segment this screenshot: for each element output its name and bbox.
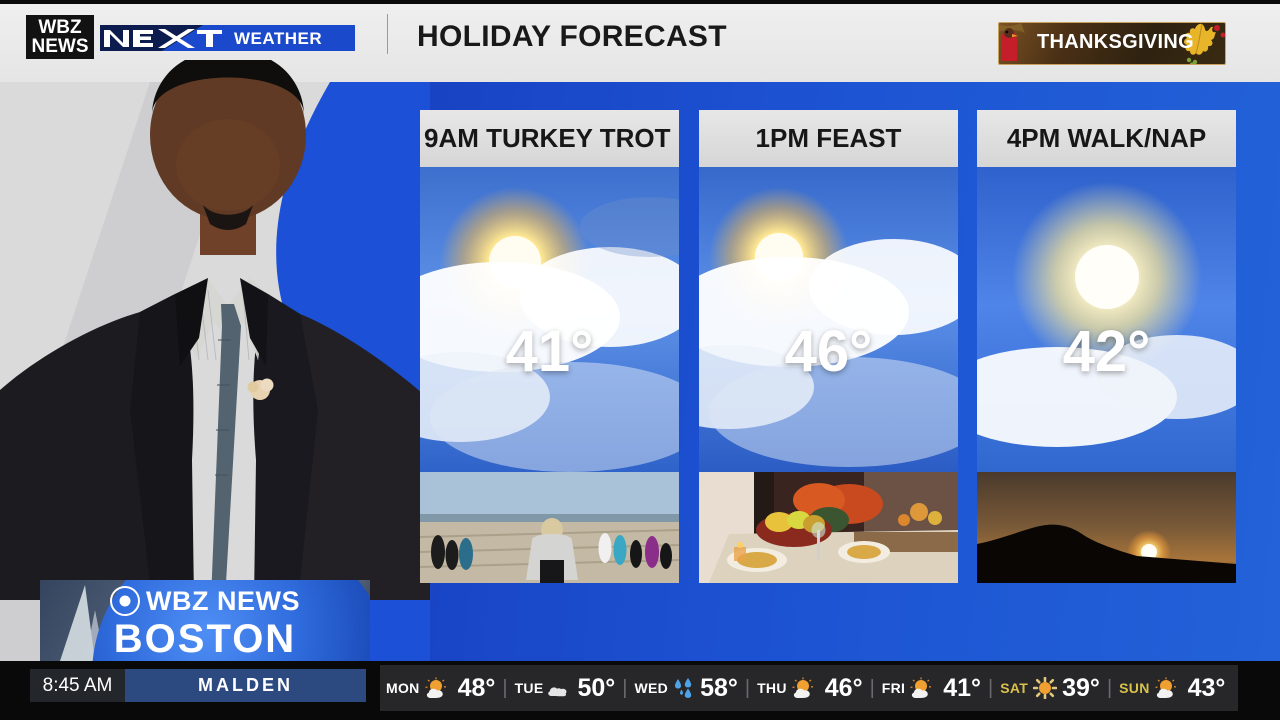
svg-text:WEATHER: WEATHER <box>234 29 322 48</box>
